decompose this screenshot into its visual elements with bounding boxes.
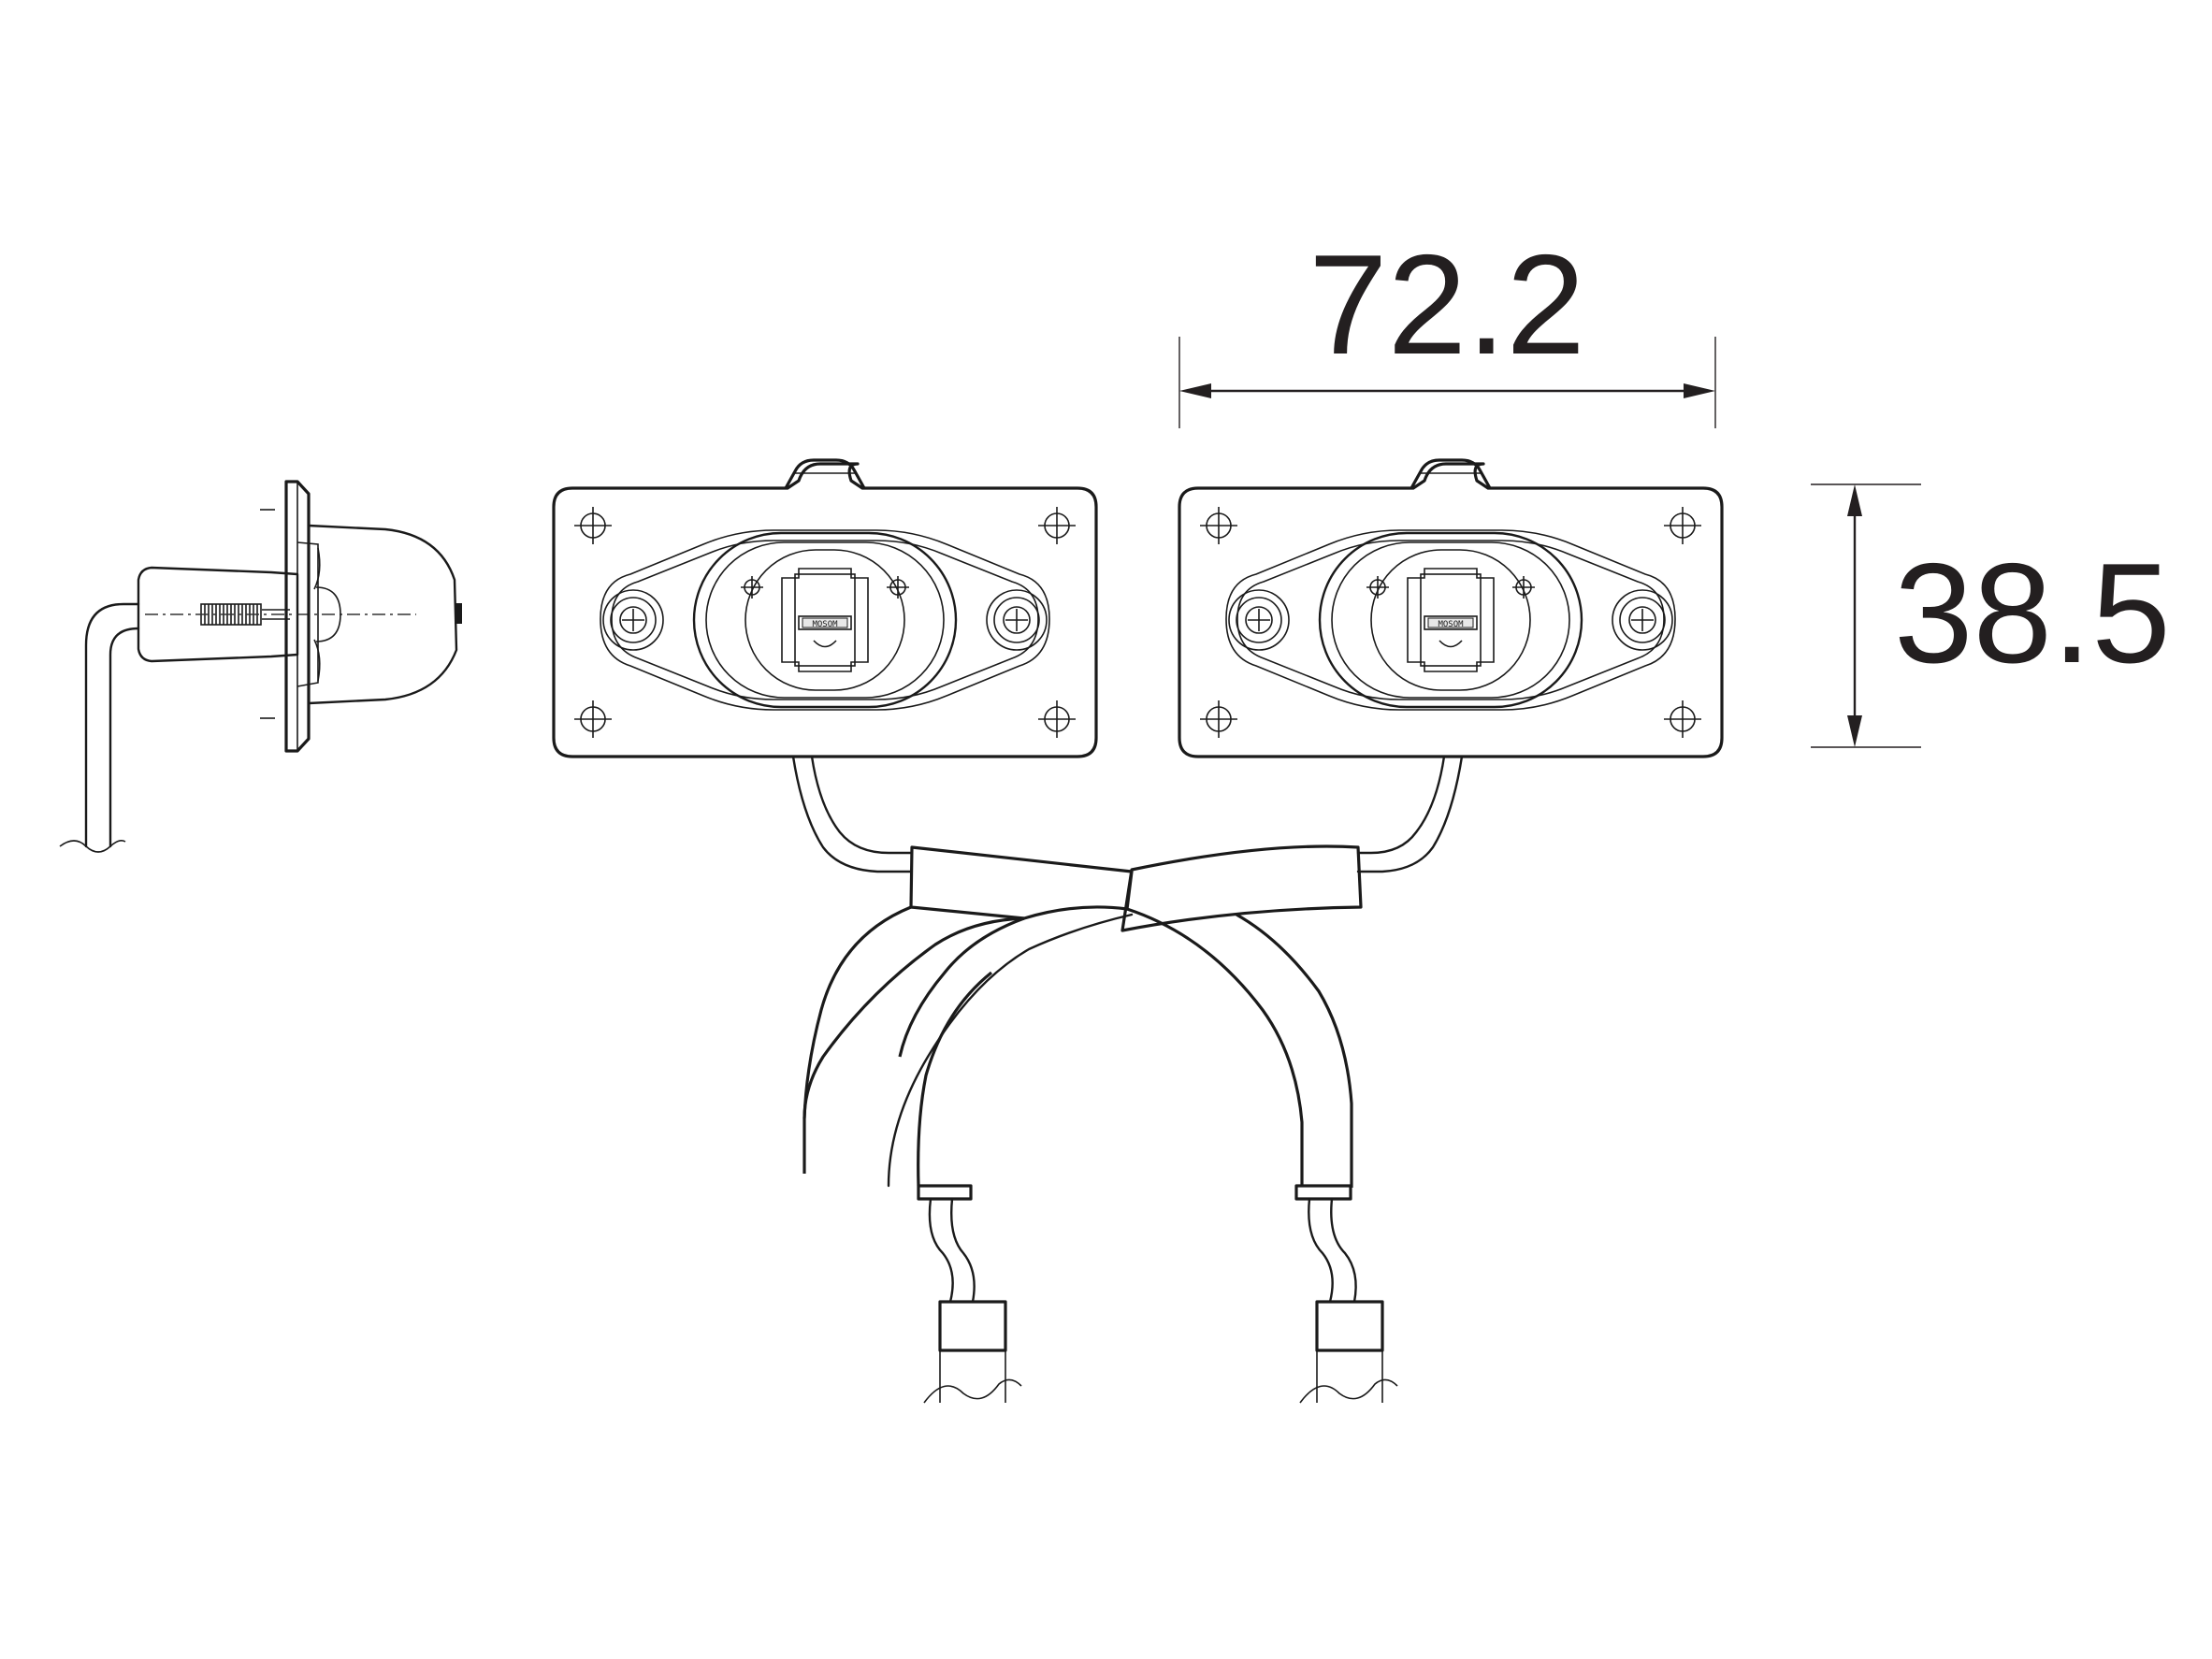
led-chip-label: MOSOM [812, 620, 838, 629]
width-dimension: 72.2 [1178, 225, 1716, 428]
lamp-left: MOSOM [552, 458, 1098, 758]
arrow-down-icon [1847, 715, 1862, 747]
arrow-up-icon [1847, 484, 1862, 516]
width-label: 72.2 [1308, 225, 1585, 384]
arrow-right-icon [1684, 383, 1715, 398]
height-label: 38.5 [1894, 534, 2171, 693]
height-dimension: 38.5 [1811, 483, 2171, 748]
lamp-right: MOSOM [1178, 458, 1724, 758]
cable-assembly [791, 755, 1464, 1404]
side-view [59, 480, 462, 853]
arrow-left-icon [1179, 383, 1211, 398]
led-chip-label: MOSOM [1438, 620, 1464, 629]
